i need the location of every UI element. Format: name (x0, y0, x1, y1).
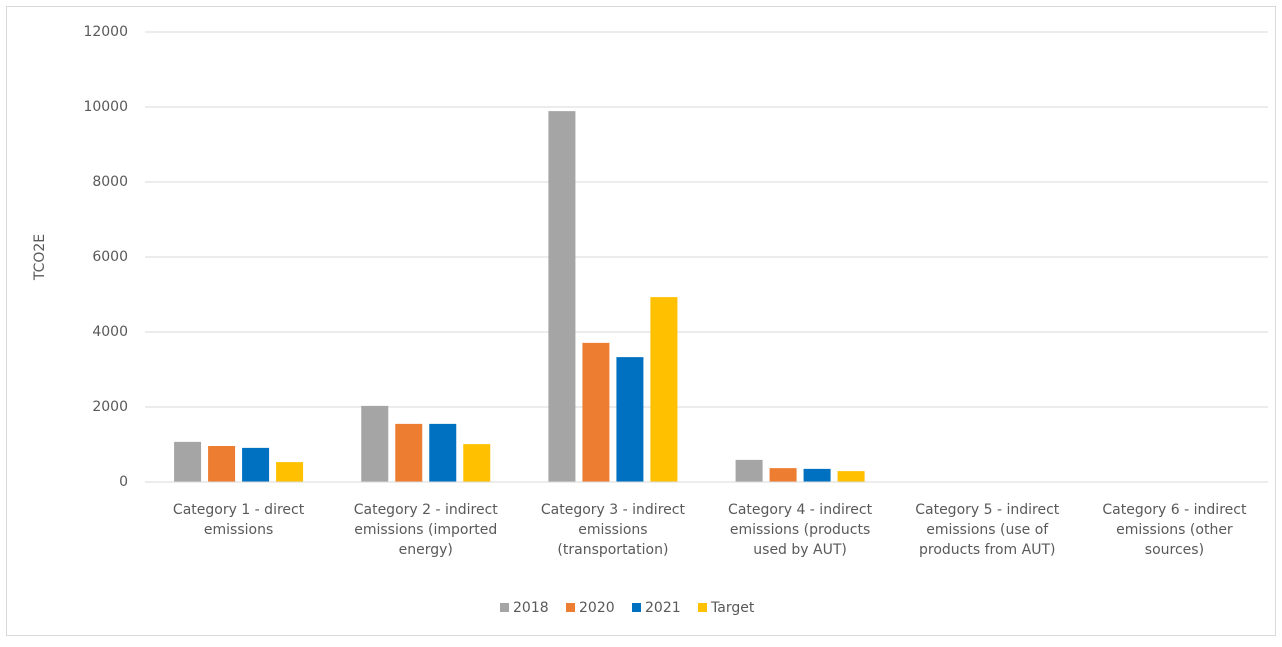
bar (208, 446, 236, 482)
y-tick-label: 8000 (92, 174, 128, 190)
x-tick-label: Category 6 - indirect emissions (other sou… (1102, 502, 1247, 558)
x-tick-label-line: sources) (1145, 542, 1204, 558)
bar (276, 462, 304, 482)
legend-label: 2021 (645, 600, 681, 616)
y-tick-label: 12000 (83, 24, 128, 40)
legend-label: 2018 (513, 600, 549, 616)
legend-swatch (500, 603, 509, 612)
x-tick-label: Category 5 - indirect emissions (use of pr… (915, 502, 1060, 558)
bar (582, 342, 610, 482)
legend-swatch (632, 603, 641, 612)
legend-swatch (698, 603, 707, 612)
bar (361, 405, 389, 482)
x-tick-label-line: products from AUT) (919, 542, 1055, 558)
bar (548, 111, 576, 482)
x-tick-label-line: Category 5 - indirect (915, 502, 1060, 518)
bar (174, 441, 202, 482)
chart-border (6, 6, 1276, 636)
y-axis-title: TCO2E (32, 234, 48, 281)
x-tick-label-line: emissions (use of (926, 522, 1049, 538)
legend-label: 2020 (579, 600, 615, 616)
x-tick-label: Category 3 - indirect emissions (transport… (541, 502, 686, 558)
bar (463, 444, 491, 482)
x-tick-label: Category 1 - direct emissions (173, 502, 305, 538)
bar (735, 459, 763, 482)
x-tick-label-line: used by AUT) (753, 542, 847, 558)
x-tick-label-line: (transportation) (557, 542, 668, 558)
bar (616, 357, 644, 482)
x-tick-label-line: emissions (other (1116, 522, 1233, 538)
x-tick-label-line: emissions (578, 522, 647, 538)
x-tick-label-line: emissions (204, 522, 273, 538)
y-tick-label: 4000 (92, 324, 128, 340)
y-tick-label: 0 (119, 474, 128, 490)
y-tick-label: 6000 (92, 249, 128, 265)
x-tick-label: Category 4 - indirect emissions (products… (728, 502, 873, 558)
x-tick-label-line: Category 6 - indirect (1102, 502, 1247, 518)
bar (769, 468, 797, 482)
x-tick-label-line: emissions (imported (354, 522, 497, 538)
bar (242, 447, 270, 482)
y-tick-label: 2000 (92, 399, 128, 415)
x-tick-label-line: emissions (products (730, 522, 870, 538)
legend-label: Target (710, 600, 755, 616)
x-tick-label-line: Category 2 - indirect (354, 502, 499, 518)
bar (650, 297, 678, 482)
x-tick-label: Category 2 - indirect emissions (imported… (354, 502, 499, 558)
x-tick-label-line: Category 1 - direct (173, 502, 305, 518)
y-tick-label: 10000 (83, 99, 128, 115)
x-tick-label-line: Category 4 - indirect (728, 502, 873, 518)
bar (395, 423, 423, 482)
bar (429, 423, 457, 482)
legend-swatch (566, 603, 575, 612)
x-tick-label-line: Category 3 - indirect (541, 502, 686, 518)
bar (803, 468, 831, 482)
bar (837, 471, 865, 482)
x-tick-label-line: energy) (399, 542, 453, 558)
